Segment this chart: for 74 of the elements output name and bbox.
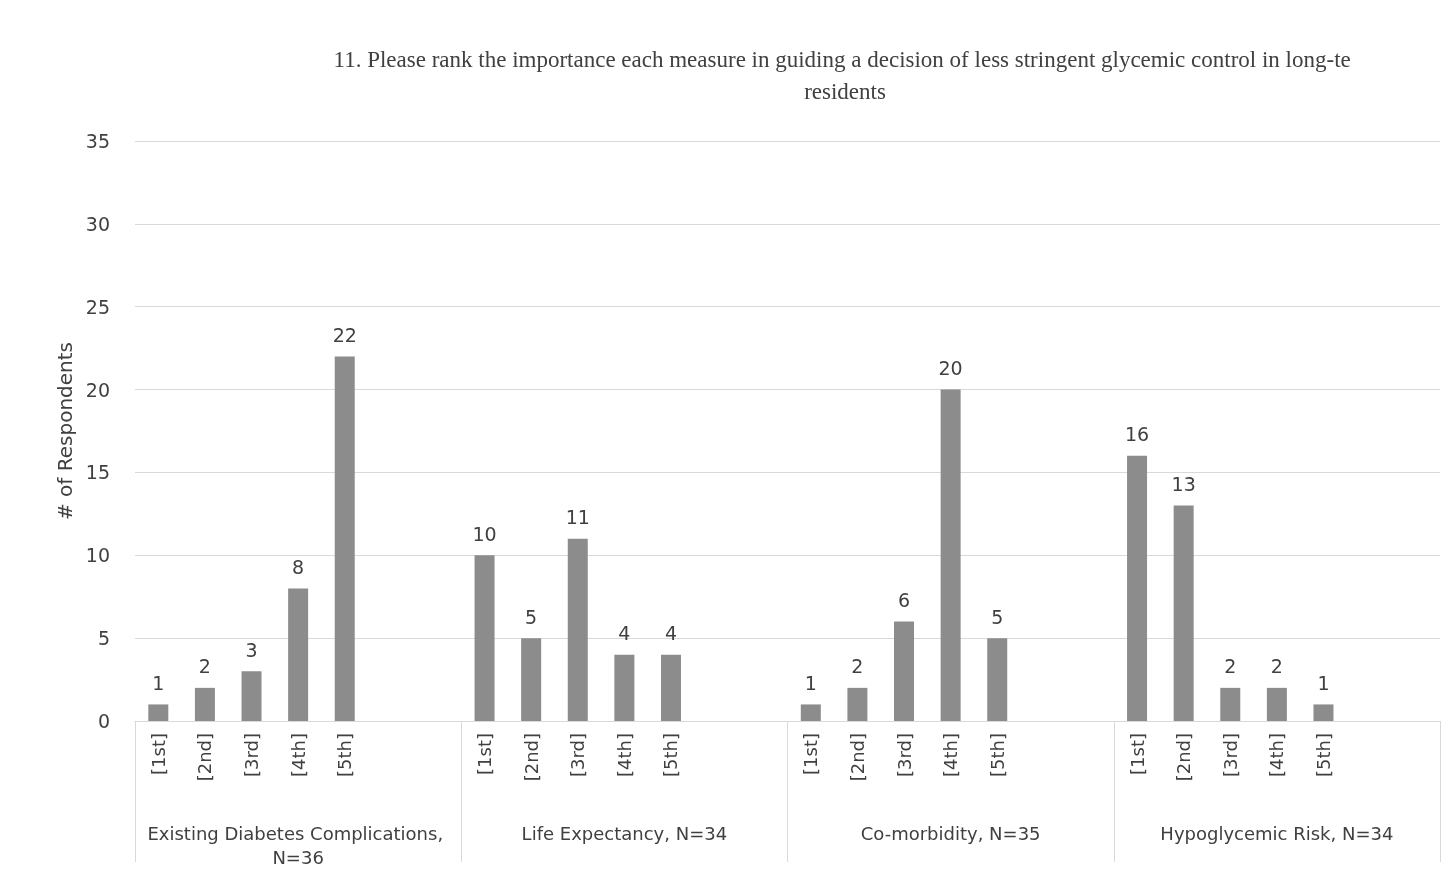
bar [894, 621, 915, 721]
chart-title: 11. Please rank the importance each measure in guiding a decision of less stringent glycemic control in long-te residents [333, 46, 1357, 104]
x-tick-label: [3rd] [893, 733, 915, 778]
x-tick-label: [5th] [1312, 733, 1334, 777]
data-label: 4 [618, 622, 631, 645]
data-label: 1 [152, 671, 165, 694]
x-tick-label: [3rd] [241, 733, 263, 778]
bar [1266, 687, 1287, 721]
bar [241, 671, 262, 721]
x-tick-label: [4th] [287, 733, 309, 777]
data-label: 10 [472, 522, 497, 545]
y-tick-label: 5 [97, 627, 110, 650]
data-label: 2 [1224, 655, 1237, 678]
bar [288, 588, 309, 721]
bar [987, 638, 1008, 721]
bar [194, 687, 215, 721]
data-label: 16 [1124, 423, 1150, 446]
bar [800, 704, 821, 721]
data-label: 22 [332, 323, 357, 346]
bar [567, 538, 588, 721]
data-label: 5 [525, 605, 538, 628]
bar [614, 654, 635, 721]
bar [1313, 704, 1334, 721]
x-tick-label: [5th] [334, 733, 356, 777]
bar [148, 704, 169, 721]
x-tick-label: [1st] [147, 733, 169, 775]
data-label: 8 [292, 555, 305, 578]
x-tick-label: [2nd] [194, 733, 216, 782]
data-label: 5 [991, 605, 1004, 628]
bar [847, 687, 868, 721]
y-tick-label: 10 [85, 544, 110, 567]
x-tick-label: [1st] [800, 733, 822, 775]
x-tick-label: [4th] [940, 733, 962, 777]
y-tick-label: 30 [85, 212, 110, 235]
text: Co-morbidity, N=35 [860, 822, 1041, 844]
bar [1173, 505, 1194, 721]
bar [1220, 687, 1241, 721]
x-tick-label: [1st] [1126, 733, 1148, 775]
x-tick-label: [2nd] [1173, 733, 1195, 782]
data-label: 2 [851, 655, 864, 678]
text: Hypoglycemic Risk, N=34 [1160, 822, 1394, 844]
x-tick-label: [5th] [660, 733, 682, 777]
bar [1127, 455, 1148, 721]
bar [334, 356, 355, 721]
text: Existing Diabetes Complications, N=36 [147, 822, 449, 868]
y-tick-label: 0 [97, 710, 110, 732]
data-label: 4 [664, 622, 678, 645]
data-label: 1 [1317, 671, 1330, 694]
x-tick-label: [1st] [474, 733, 496, 775]
data-label: 2 [198, 655, 211, 678]
x-tick-label: [3rd] [567, 733, 589, 778]
data-label: 11 [565, 506, 590, 529]
x-tick-label: [3rd] [1219, 733, 1241, 778]
data-label: 2 [1270, 655, 1283, 678]
x-tick-label: [2nd] [846, 733, 868, 782]
bar [474, 555, 495, 721]
x-tick-label: [4th] [613, 733, 635, 777]
bar [660, 654, 681, 721]
text: Life Expectancy, N=34 [521, 822, 728, 844]
y-tick-label: 25 [85, 295, 110, 318]
data-label: 6 [897, 589, 911, 612]
bar [521, 638, 542, 721]
data-label: 1 [804, 671, 817, 694]
data-label: 20 [938, 357, 963, 380]
x-tick-label: [5th] [986, 733, 1008, 777]
y-axis-title: # of Respondents [52, 341, 77, 521]
x-tick-label: [2nd] [520, 733, 542, 782]
y-tick-label: 15 [85, 461, 110, 484]
y-tick-label: 35 [85, 130, 110, 152]
x-tick-label: [4th] [1266, 733, 1288, 777]
bar [940, 389, 961, 721]
data-label: 13 [1171, 473, 1196, 496]
data-label: 3 [245, 638, 258, 661]
y-tick-label: 20 [85, 378, 110, 401]
